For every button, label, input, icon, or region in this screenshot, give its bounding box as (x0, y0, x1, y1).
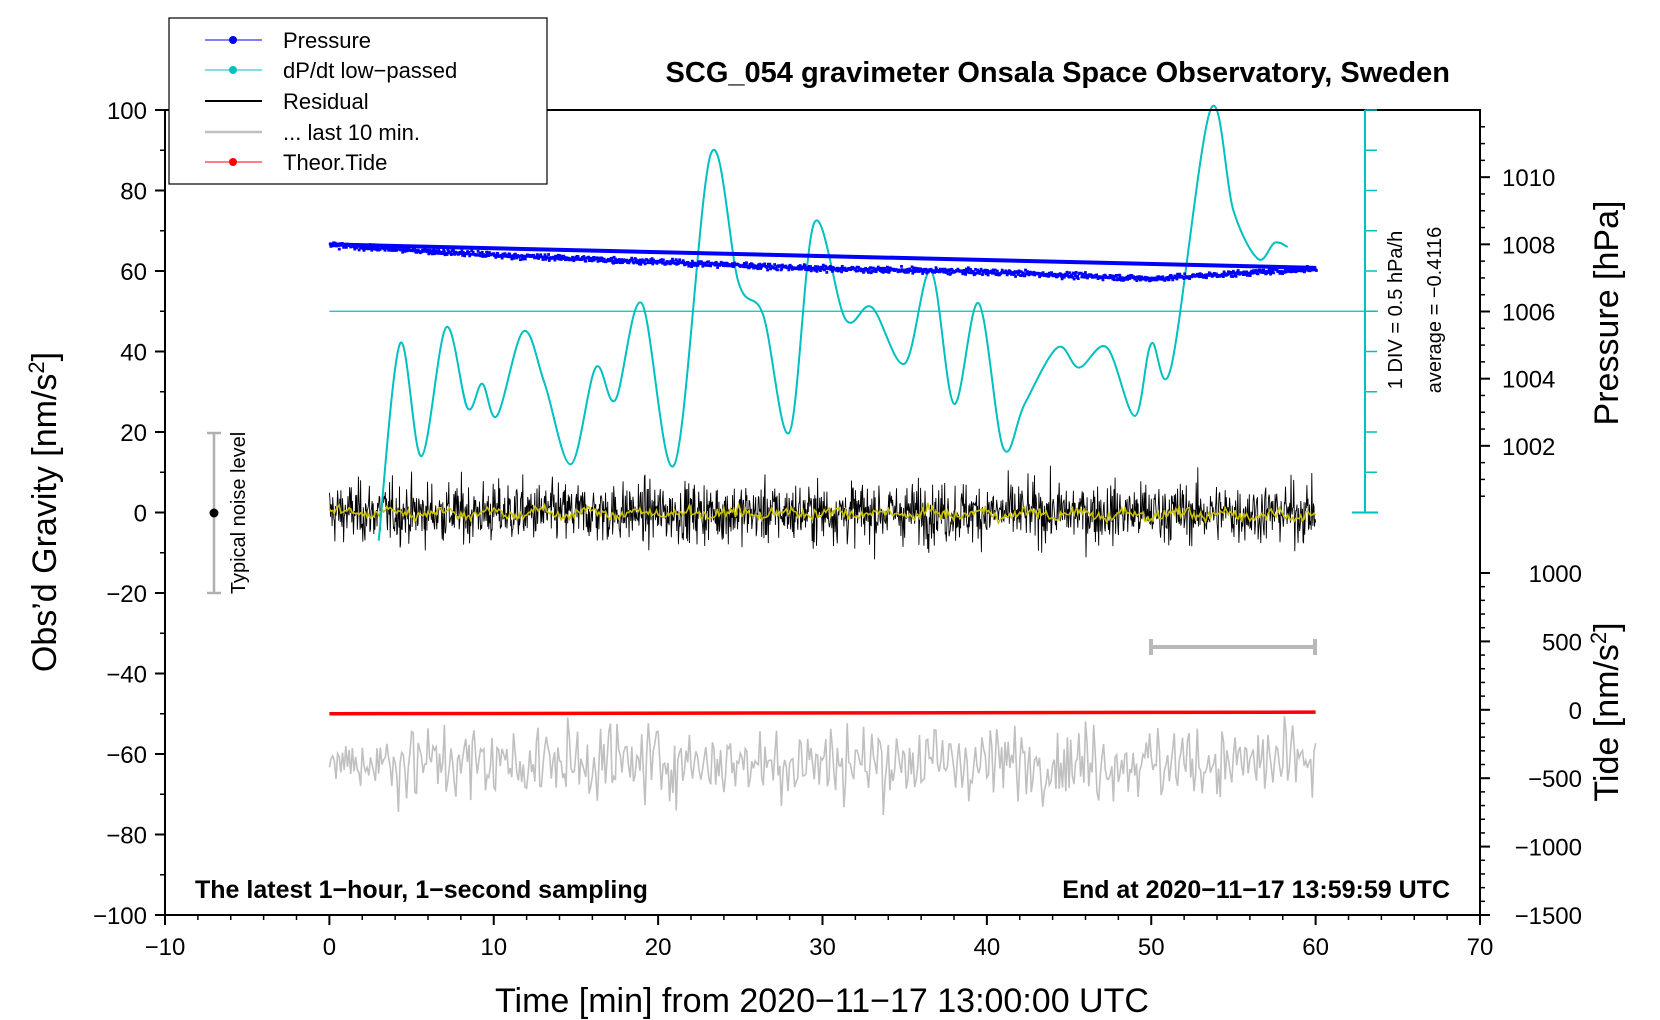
y-tick-label: 40 (120, 340, 147, 367)
y-tick-label: 60 (120, 259, 147, 286)
scale-bar-ticks (1352, 109, 1378, 514)
last-10-min-line (328, 716, 1317, 816)
y-tick-label: 0 (134, 501, 147, 528)
residual-smoothed-line (328, 502, 1317, 526)
tide-axis: −1500 −1000 −500 0 500 1000 (1480, 561, 1582, 930)
legend: Pressure dP/dt low−passed Residual ... l… (168, 17, 548, 185)
tide-tick-label: 0 (1569, 698, 1582, 725)
svg-text:... last 10 min.: ... last 10 min. (283, 120, 420, 145)
y-tick-label: −40 (106, 662, 147, 689)
x-tick-label: 60 (1302, 934, 1329, 961)
y-tick-label: −20 (106, 581, 147, 608)
legend-item-pressure: Pressure (205, 28, 371, 53)
svg-text:dP/dt low−passed: dP/dt low−passed (283, 58, 457, 83)
legend-item-tide: Theor.Tide (205, 150, 387, 175)
legend-item-last10: ... last 10 min. (205, 120, 420, 145)
y-tick-label: 100 (107, 98, 147, 125)
dpdt-series (377, 105, 1289, 541)
svg-text:Theor.Tide: Theor.Tide (283, 150, 387, 175)
legend-item-dpdt: dP/dt low−passed (205, 58, 457, 83)
residual-series (328, 465, 1317, 560)
last-10-min-series (328, 716, 1317, 816)
svg-text:Residual: Residual (283, 89, 369, 114)
scale-bar-label: 1 DIV = 0.5 hPa/h (1385, 231, 1407, 389)
last-10-min-marker (1149, 639, 1317, 655)
pressure-tick-label: 1010 (1502, 165, 1555, 192)
y-axis-title: Obs’d Gravity [nm/s2] (24, 352, 65, 672)
scale-bar-average: average = −0.4116 (1424, 227, 1446, 393)
tide-axis-title: Tide [nm/s2] (1586, 622, 1627, 801)
y-tick-label: −100 (93, 903, 147, 930)
y-tick-label: −80 (106, 823, 147, 850)
x-tick-label: 20 (645, 934, 672, 961)
pressure-tick-label: 1006 (1502, 300, 1555, 327)
tide-tick-label: 500 (1542, 629, 1582, 656)
chart-title: SCG_054 gravimeter Onsala Space Observat… (666, 57, 1450, 89)
legend-item-residual: Residual (205, 89, 369, 114)
tide-tick-label: −500 (1528, 766, 1582, 793)
x-tick-label: −10 (145, 934, 186, 961)
x-axis-title: Time [min] from 2020−11−17 13:00:00 UTC (495, 982, 1149, 1020)
x-tick-label: 50 (1138, 934, 1165, 961)
dpdt-line (377, 105, 1289, 541)
x-tick-label: 10 (480, 934, 507, 961)
y-axis: −100 −80 −60 −40 −20 0 20 40 60 80 100 (93, 98, 165, 930)
pressure-series (328, 241, 1318, 283)
pressure-tick-label: 1002 (1502, 434, 1555, 461)
y-tick-label: 20 (120, 420, 147, 447)
noise-level-indicator: Typical noise level (207, 431, 250, 595)
pressure-tick-label: 1008 (1502, 232, 1555, 259)
pressure-scale-bar: 1 DIV = 0.5 hPa/h average = −0.4116 (1352, 109, 1446, 514)
y-tick-label: 80 (120, 179, 147, 206)
y-tick-label: −60 (106, 742, 147, 769)
tide-tick-label: −1500 (1515, 903, 1582, 930)
x-tick-label: 40 (974, 934, 1001, 961)
noise-level-label: Typical noise level (228, 432, 250, 594)
pressure-tick-label: 1004 (1502, 367, 1555, 394)
svg-text:Pressure: Pressure (283, 28, 371, 53)
note-right: End at 2020−11−17 13:59:59 UTC (1062, 876, 1450, 904)
x-tick-label: 70 (1467, 934, 1494, 961)
pressure-band (329, 242, 1316, 270)
pressure-axis-title: Pressure [hPa] (1588, 201, 1626, 426)
tide-tick-label: 1000 (1529, 561, 1582, 588)
x-axis: −10 0 10 20 30 40 50 60 70 (145, 915, 1494, 961)
noise-bar-dot (209, 508, 219, 518)
note-left: The latest 1−hour, 1−second sampling (195, 876, 648, 904)
theor-tide-series (329, 710, 1316, 716)
x-tick-label: 0 (323, 934, 336, 961)
x-tick-label: 30 (809, 934, 836, 961)
tide-tick-label: −1000 (1515, 835, 1582, 862)
pressure-axis: 1002 1004 1006 1008 1010 (1480, 126, 1555, 497)
theor-tide-line (329, 710, 1316, 716)
